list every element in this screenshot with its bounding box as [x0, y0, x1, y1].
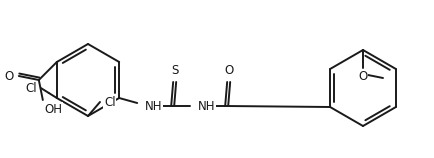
Text: NH: NH	[198, 100, 216, 112]
Text: Cl: Cl	[25, 82, 37, 94]
Text: O: O	[5, 70, 14, 82]
Text: S: S	[171, 64, 179, 77]
Text: OH: OH	[45, 103, 63, 116]
Text: NH: NH	[145, 100, 163, 112]
Text: O: O	[224, 64, 234, 77]
Text: O: O	[358, 70, 368, 83]
Text: Cl: Cl	[104, 95, 115, 109]
